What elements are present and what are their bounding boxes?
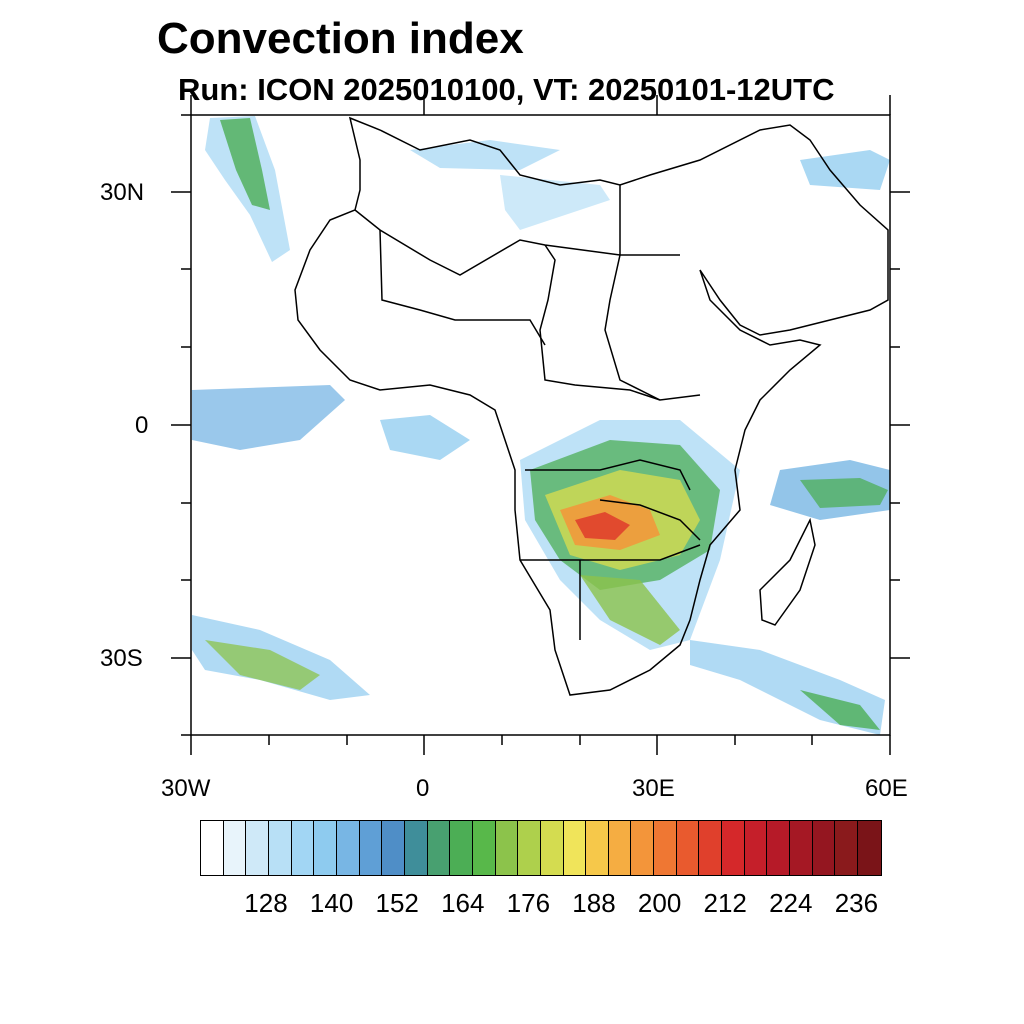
colorbar-label: 212 — [703, 888, 747, 918]
colorbar-box — [744, 821, 768, 875]
colorbar-box — [404, 821, 428, 875]
colorbar-box — [246, 821, 269, 875]
page-subtitle: Run: ICON 2025010100, VT: 20250101-12UTC — [178, 72, 835, 107]
colorbar-label: 224 — [769, 888, 813, 918]
colorbar-box — [586, 821, 609, 875]
colorbar-box — [835, 821, 859, 875]
lat-label-30s: 30S — [100, 645, 143, 672]
colorbar-box — [201, 821, 224, 875]
lon-label-60e: 60E — [865, 775, 908, 802]
colorbar-box — [540, 821, 564, 875]
lon-label-30w: 30W — [161, 775, 211, 802]
axis-ticks — [171, 95, 910, 755]
colorbar-label: 152 — [375, 888, 419, 918]
colorbar-box — [563, 821, 587, 875]
colorbar-label: 128 — [244, 888, 288, 918]
lat-label-0: 0 — [135, 412, 149, 439]
colorbar-box — [518, 821, 541, 875]
lon-label-30e: 30E — [632, 775, 675, 802]
colorbar-box — [314, 821, 337, 875]
colorbar-box — [382, 821, 405, 875]
coastlines — [294, 116, 889, 696]
colorbar-box — [427, 821, 451, 875]
colorbar-box — [359, 821, 383, 875]
colorbar-box — [268, 821, 292, 875]
lon-label-0: 0 — [416, 775, 430, 802]
colorbar — [200, 820, 882, 876]
colorbar-box — [495, 821, 519, 875]
colorbar-box — [472, 821, 496, 875]
colorbar-box — [812, 821, 836, 875]
colorbar-box — [790, 821, 813, 875]
colorbar-box — [336, 821, 360, 875]
colorbar-label: 200 — [637, 888, 682, 918]
colorbar-box — [631, 821, 655, 875]
colorbar-box — [699, 821, 723, 875]
colorbar-box — [450, 821, 473, 875]
colorbar-box — [291, 821, 315, 875]
convection-field — [192, 116, 890, 735]
colorbar-box — [722, 821, 745, 875]
colorbar-box — [767, 821, 791, 875]
colorbar-label: 176 — [506, 888, 551, 918]
colorbar-label: 236 — [834, 888, 879, 918]
colorbar-box — [608, 821, 632, 875]
colorbar-box — [223, 821, 247, 875]
colorbar-label: 140 — [309, 888, 354, 918]
page-title: Convection index — [157, 14, 524, 63]
colorbar-box — [676, 821, 700, 875]
lat-label-30n: 30N — [100, 179, 145, 206]
colorbar-box — [654, 821, 677, 875]
colorbar-box — [858, 821, 881, 875]
colorbar-label: 188 — [572, 888, 616, 918]
colorbar-label: 164 — [441, 888, 485, 918]
